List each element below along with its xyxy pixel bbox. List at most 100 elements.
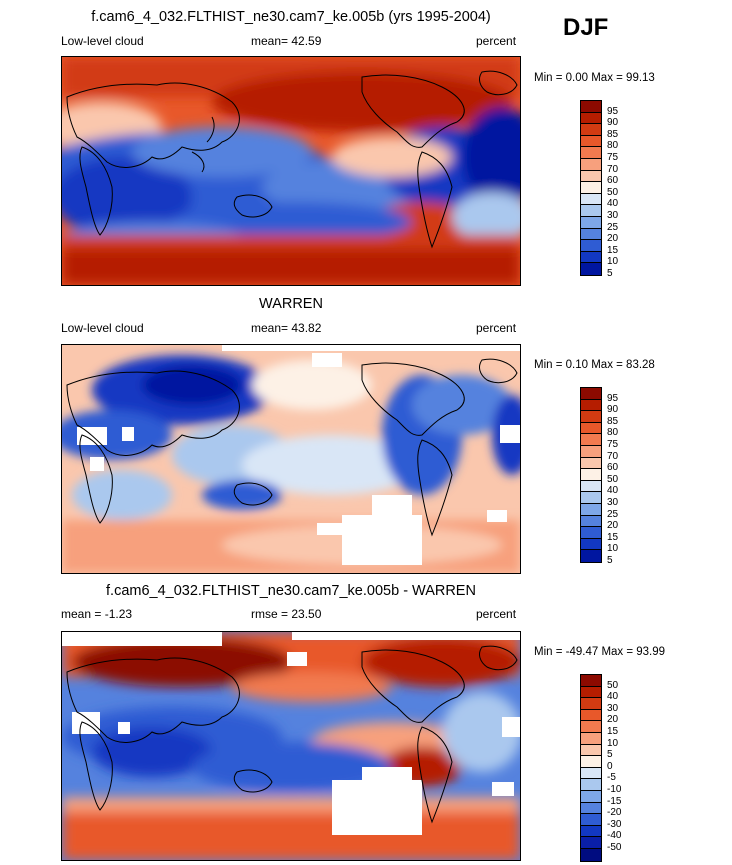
colorbar-swatch bbox=[581, 503, 601, 516]
colorbar-tick-label: 50 bbox=[607, 186, 619, 198]
colorbar-tick-label: 25 bbox=[607, 508, 619, 520]
colorbar-tick-label: 40 bbox=[607, 485, 619, 497]
colorbar-tick-label: -20 bbox=[607, 807, 622, 819]
colorbar-swatch bbox=[581, 732, 601, 745]
colorbar-tick-label: 30 bbox=[607, 702, 619, 714]
panel-2-title: WARREN bbox=[259, 296, 323, 312]
colorbar-swatch bbox=[581, 686, 601, 699]
colorbar-tick-label: 95 bbox=[607, 392, 619, 404]
colorbar-swatch bbox=[581, 228, 601, 241]
colorbar-tick-label: 0 bbox=[607, 760, 613, 772]
colorbar-tick-label: 75 bbox=[607, 152, 619, 163]
panel-1-title: f.cam6_4_032.FLTHIST_ne30.cam7_ke.005b (… bbox=[91, 9, 491, 25]
colorbar-swatch bbox=[581, 790, 601, 803]
season-label: DJF bbox=[563, 14, 609, 41]
colorbar-swatch bbox=[581, 193, 601, 206]
colorbar-swatch bbox=[581, 112, 601, 125]
colorbar-swatch bbox=[581, 492, 601, 504]
colorbar-swatch bbox=[581, 538, 601, 551]
colorbar-tick-label: 85 bbox=[607, 415, 619, 427]
colorbar-tick-label: 5 bbox=[607, 555, 613, 566]
panel-1-minmax: Min = 0.00 Max = 99.13 bbox=[534, 72, 655, 84]
colorbar-tick-label: 85 bbox=[607, 128, 619, 140]
colorbar-tick-label: 30 bbox=[607, 210, 619, 221]
colorbar-tick-label: 75 bbox=[607, 439, 619, 450]
colorbar-swatch bbox=[581, 837, 601, 849]
colorbar-swatch bbox=[581, 848, 601, 861]
colorbar-swatch bbox=[581, 216, 601, 229]
colorbar-tick-label: -30 bbox=[607, 818, 622, 830]
colorbar-tick-label: 30 bbox=[607, 497, 619, 508]
colorbar-swatch bbox=[581, 399, 601, 412]
panel-3-minmax: Min = -49.47 Max = 93.99 bbox=[534, 646, 666, 658]
colorbar-tick-label: -50 bbox=[607, 842, 622, 853]
panel-1-units-label: percent bbox=[476, 34, 517, 48]
colorbar-tick-label: 60 bbox=[607, 462, 619, 474]
colorbar-tick-label: 10 bbox=[607, 737, 619, 749]
colorbar-tick-label: -15 bbox=[607, 795, 622, 807]
colorbar-tick-label: 15 bbox=[607, 244, 619, 256]
colorbar-tick-label: 10 bbox=[607, 256, 619, 268]
panel-3-rmse-label: rmse = 23.50 bbox=[251, 607, 322, 621]
colorbar-tick-label: 15 bbox=[607, 531, 619, 543]
colorbar-tick-label: 70 bbox=[607, 163, 619, 175]
panel-2-variable-label: Low-level cloud bbox=[61, 321, 144, 335]
colorbar-tick-label: 90 bbox=[607, 117, 619, 129]
colorbar-swatch bbox=[581, 779, 601, 791]
panel-3-mean-label: mean = -1.23 bbox=[61, 607, 133, 621]
colorbar-tick-label: 15 bbox=[607, 726, 619, 737]
panel-1-colorbar bbox=[580, 100, 602, 276]
colorbar-swatch bbox=[581, 767, 601, 780]
panel-3-map bbox=[61, 631, 521, 861]
colorbar-swatch bbox=[581, 527, 601, 539]
colorbar-swatch bbox=[581, 263, 601, 275]
colorbar-tick-label: 40 bbox=[607, 691, 619, 703]
colorbar-swatch bbox=[581, 124, 601, 136]
panel-1-variable-label: Low-level cloud bbox=[61, 34, 144, 48]
colorbar-tick-label: -40 bbox=[607, 830, 622, 842]
colorbar-swatch bbox=[581, 158, 601, 171]
colorbar-tick-label: 5 bbox=[607, 268, 613, 279]
colorbar-tick-label: 25 bbox=[607, 221, 619, 233]
colorbar-tick-label: 60 bbox=[607, 175, 619, 187]
colorbar-tick-label: 5 bbox=[607, 749, 613, 761]
colorbar-swatch bbox=[581, 388, 601, 400]
colorbar-tick-label: -10 bbox=[607, 784, 622, 795]
colorbar-tick-label: 50 bbox=[607, 679, 619, 691]
colorbar-swatch bbox=[581, 814, 601, 826]
colorbar-swatch bbox=[581, 756, 601, 768]
colorbar-tick-label: 70 bbox=[607, 450, 619, 462]
colorbar-swatch bbox=[581, 240, 601, 252]
colorbar-swatch bbox=[581, 480, 601, 493]
colorbar-tick-label: 20 bbox=[607, 233, 619, 245]
colorbar-tick-label: 95 bbox=[607, 105, 619, 117]
panel-3-colorbar bbox=[580, 674, 602, 862]
colorbar-swatch bbox=[581, 445, 601, 458]
colorbar-tick-label: 50 bbox=[607, 473, 619, 485]
panel-2-minmax: Min = 0.10 Max = 83.28 bbox=[534, 359, 655, 371]
colorbar-swatch bbox=[581, 825, 601, 838]
panel-2-mean-label: mean= 43.82 bbox=[251, 321, 322, 335]
colorbar-swatch bbox=[581, 550, 601, 562]
colorbar-swatch bbox=[581, 205, 601, 217]
colorbar-swatch bbox=[581, 411, 601, 423]
colorbar-tick-label: 80 bbox=[607, 427, 619, 439]
colorbar-swatch bbox=[581, 101, 601, 113]
colorbar-tick-label: -5 bbox=[607, 772, 616, 784]
panel-1-mean-label: mean= 42.59 bbox=[251, 34, 322, 48]
colorbar-swatch bbox=[581, 469, 601, 481]
colorbar-swatch bbox=[581, 251, 601, 264]
panel-2-map bbox=[61, 344, 521, 574]
panel-1-map bbox=[61, 56, 521, 286]
panel-3-title: f.cam6_4_032.FLTHIST_ne30.cam7_ke.005b -… bbox=[106, 583, 476, 599]
colorbar-swatch bbox=[581, 135, 601, 148]
colorbar-swatch bbox=[581, 721, 601, 733]
colorbar-swatch bbox=[581, 457, 601, 470]
panel-3-units-label: percent bbox=[476, 607, 517, 621]
panel-2-colorbar bbox=[580, 387, 602, 563]
panel-2-units-label: percent bbox=[476, 321, 517, 335]
colorbar-swatch bbox=[581, 515, 601, 528]
colorbar-swatch bbox=[581, 434, 601, 446]
colorbar-swatch bbox=[581, 802, 601, 815]
colorbar-swatch bbox=[581, 698, 601, 710]
